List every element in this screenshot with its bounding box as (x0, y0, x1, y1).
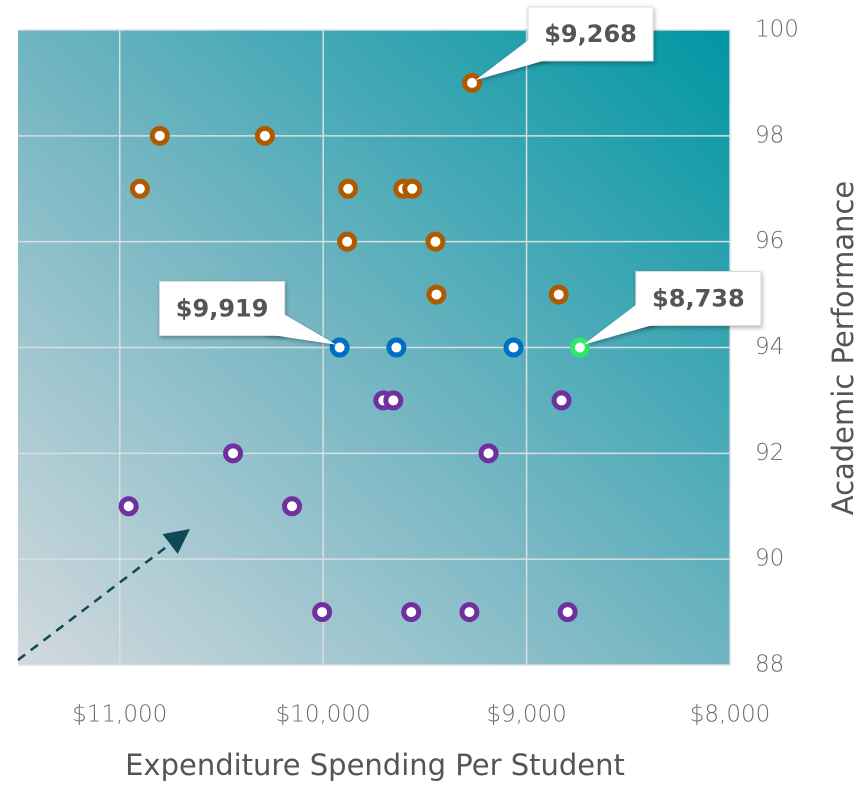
y-tick-label: 98 (755, 122, 784, 148)
marker (329, 337, 350, 358)
callouts: $9,268 $9,919 $8,738 (159, 6, 762, 345)
callout-box (159, 281, 286, 336)
marker (425, 231, 446, 252)
marker (386, 337, 407, 358)
y-tick-label: 94 (755, 334, 784, 360)
marker (338, 178, 359, 199)
callout-pointer-cover (583, 303, 658, 345)
marker (557, 602, 578, 623)
x-tick-label: $8,000 (690, 702, 770, 728)
callout-pointer-cover (476, 38, 551, 80)
marker (254, 125, 275, 146)
y-tick-label: 96 (755, 228, 784, 254)
data-label: $8,738 (652, 285, 745, 313)
marker (282, 496, 303, 517)
marker (401, 602, 422, 623)
callout: $9,268 (476, 6, 654, 80)
marker (462, 72, 483, 93)
marker (383, 390, 404, 411)
y-tick-label: 88 (755, 652, 784, 678)
marker (548, 284, 569, 305)
callout-box (527, 6, 654, 62)
marker (569, 337, 590, 358)
callout-pointer-cover (262, 313, 336, 345)
trend-arrow (17, 528, 190, 661)
x-tick-label: $10,000 (276, 702, 371, 728)
grid (18, 29, 731, 666)
marker (129, 178, 150, 199)
y-axis-title: Academic Performance (826, 181, 860, 516)
marker (337, 231, 358, 252)
marker (223, 443, 244, 464)
marker (426, 284, 447, 305)
y-tick-label: 100 (755, 17, 799, 43)
callout: $9,919 (159, 281, 336, 345)
marker (149, 125, 170, 146)
marker (402, 178, 423, 199)
callout-box (635, 271, 762, 326)
marker (503, 337, 524, 358)
markers (118, 72, 590, 623)
x-tick-label: $11,000 (72, 702, 167, 728)
marker (551, 390, 572, 411)
y-tick-label: 92 (755, 440, 784, 466)
marker (478, 443, 499, 464)
data-label: $9,268 (544, 20, 637, 48)
x-axis-title: Expenditure Spending Per Student (125, 748, 625, 782)
data-label: $9,919 (176, 295, 269, 323)
x-tick-label: $9,000 (486, 702, 566, 728)
marker (312, 602, 333, 623)
marker (459, 602, 480, 623)
callout: $8,738 (583, 271, 762, 345)
y-tick-label: 90 (755, 546, 784, 572)
marker (118, 496, 139, 517)
